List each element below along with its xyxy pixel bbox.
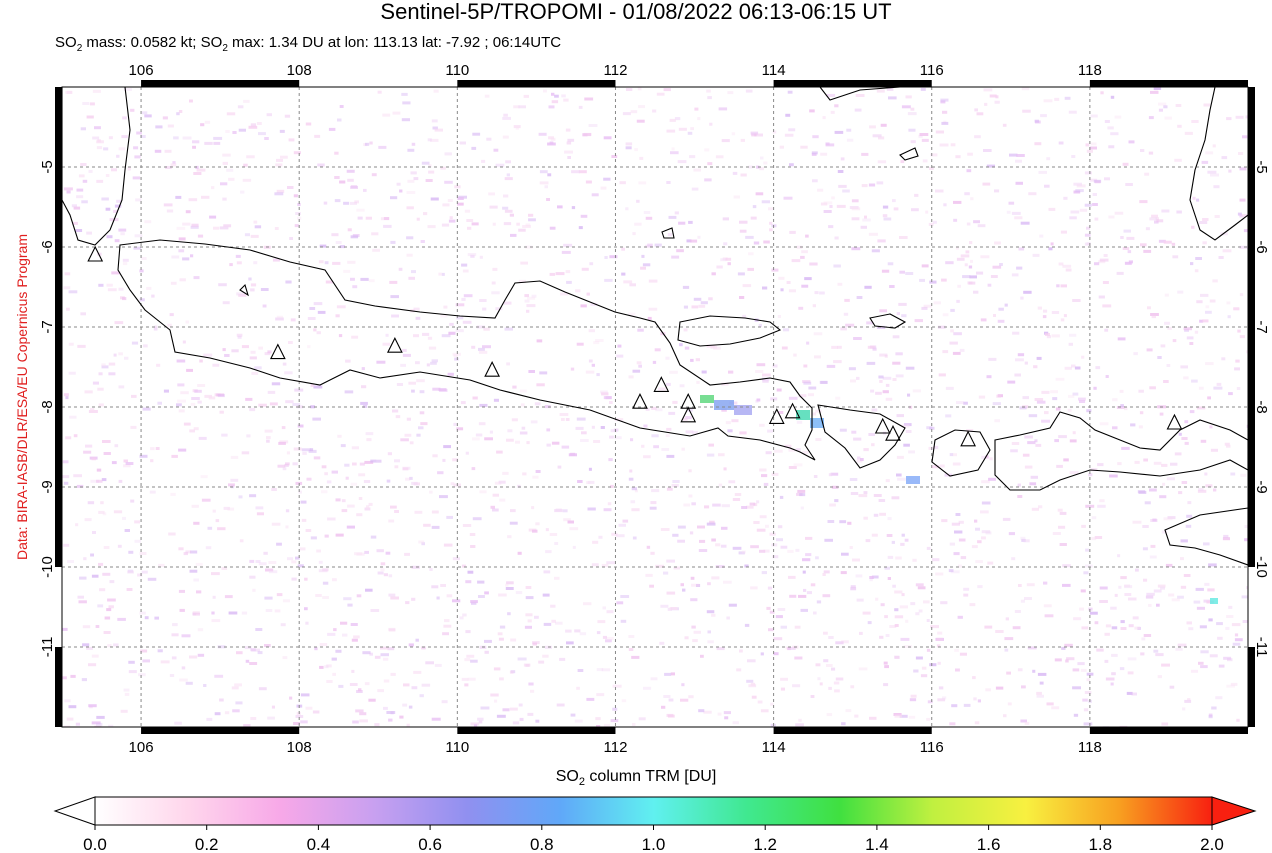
volcano-icon [1166,413,1183,430]
volcano-icon [768,408,785,424]
lon-label-top: 118 [1078,62,1102,79]
colorbar-over-arrow [1211,796,1257,826]
lon-labels-top: 106 108 110 112 114 116 118 [129,62,1102,79]
colorbar-tick-label: 0.6 [418,835,442,853]
lon-label-top: 106 [129,62,154,79]
lat-label-right: -9 [1253,480,1270,493]
colorbar-tick-label: 1.6 [977,835,1001,853]
lon-label-top: 114 [762,62,786,79]
colorbar-gradient [94,796,1213,826]
volcano-icon [680,392,697,409]
volcano-icon [885,424,901,441]
lon-label-bottom: 114 [762,739,786,756]
lon-label-bottom: 110 [445,739,469,756]
lat-label-left: -11 [39,637,56,658]
lon-label-top: 108 [287,62,312,79]
lon-label-bottom: 118 [1078,739,1102,756]
lat-label-left: -6 [39,240,56,253]
colorbar-tick-label: 0.8 [530,835,554,853]
map-title: Sentinel-5P/TROPOMI - 01/08/2022 06:13-0… [380,0,892,24]
lon-labels-bottom: 106 108 110 112 114 116 118 [129,739,1102,756]
map-subtitle: SO2 mass: 0.0582 kt; SO2 max: 1.34 DU at… [55,34,562,54]
colorbar-tick-label: 0.2 [195,835,219,853]
lat-label-right: -5 [1253,160,1270,173]
lat-label-right: -11 [1253,637,1270,658]
volcano-icon [874,417,891,434]
lat-label-left: -5 [39,160,56,173]
lon-label-bottom: 116 [920,739,944,756]
so2-noise-pixels [62,87,1248,727]
volcano-icon [784,402,801,419]
volcano-icon [484,360,501,377]
lat-labels-right: -5 -6 -7 -8 -9 -10 -11 [1253,160,1270,657]
lat-label-right: -6 [1253,240,1270,253]
lon-label-bottom: 106 [129,739,154,756]
volcano-icon [680,406,697,423]
coastlines [62,87,1248,566]
map-grid [62,87,1248,727]
colorbar-under-arrow [53,796,96,826]
colorbar-tick-label: 1.0 [642,835,666,853]
lat-label-right: -8 [1253,400,1270,413]
lat-label-right: -7 [1253,320,1270,333]
colorbar-tick-label: 0.0 [83,835,107,853]
lat-labels-left: -5 -6 -7 -8 -9 -10 -11 [39,160,56,657]
volcano-icon [269,343,286,360]
colorbar-tick-label: 1.8 [1088,835,1112,853]
lat-label-left: -9 [39,480,56,493]
colorbar-label: SO2 column TRM [DU] [555,768,717,789]
colorbar: 0.0 0.2 0.4 0.6 0.8 1.0 1.2 1.4 1.6 1.8 2.0 [53,796,1257,853]
volcano-markers [87,245,1183,447]
colorbar-tick-label: 2.0 [1200,835,1224,853]
volcano-icon [632,392,648,409]
volcano-icon [653,376,670,392]
so2-plume [700,395,1218,604]
volcano-icon [386,336,403,353]
lat-label-left: -10 [39,556,56,578]
lon-label-top: 112 [604,62,628,79]
lon-label-top: 110 [445,62,469,79]
frame-scale-bars [55,80,1255,734]
lon-label-top: 116 [920,62,944,79]
colorbar-tick-label: 1.2 [753,835,777,853]
colorbar-tick-label: 0.4 [307,835,331,853]
colorbar-ticks: 0.0 0.2 0.4 0.6 0.8 1.0 1.2 1.4 1.6 1.8 2.0 [83,825,1224,853]
volcano-icon [960,430,976,447]
lat-label-left: -7 [39,320,56,333]
lat-label-left: -8 [39,400,56,413]
lat-label-right: -10 [1253,556,1270,578]
lon-label-bottom: 108 [287,739,312,756]
lon-label-bottom: 112 [604,739,628,756]
colorbar-tick-label: 1.4 [865,835,889,853]
volcano-icon [87,245,104,262]
